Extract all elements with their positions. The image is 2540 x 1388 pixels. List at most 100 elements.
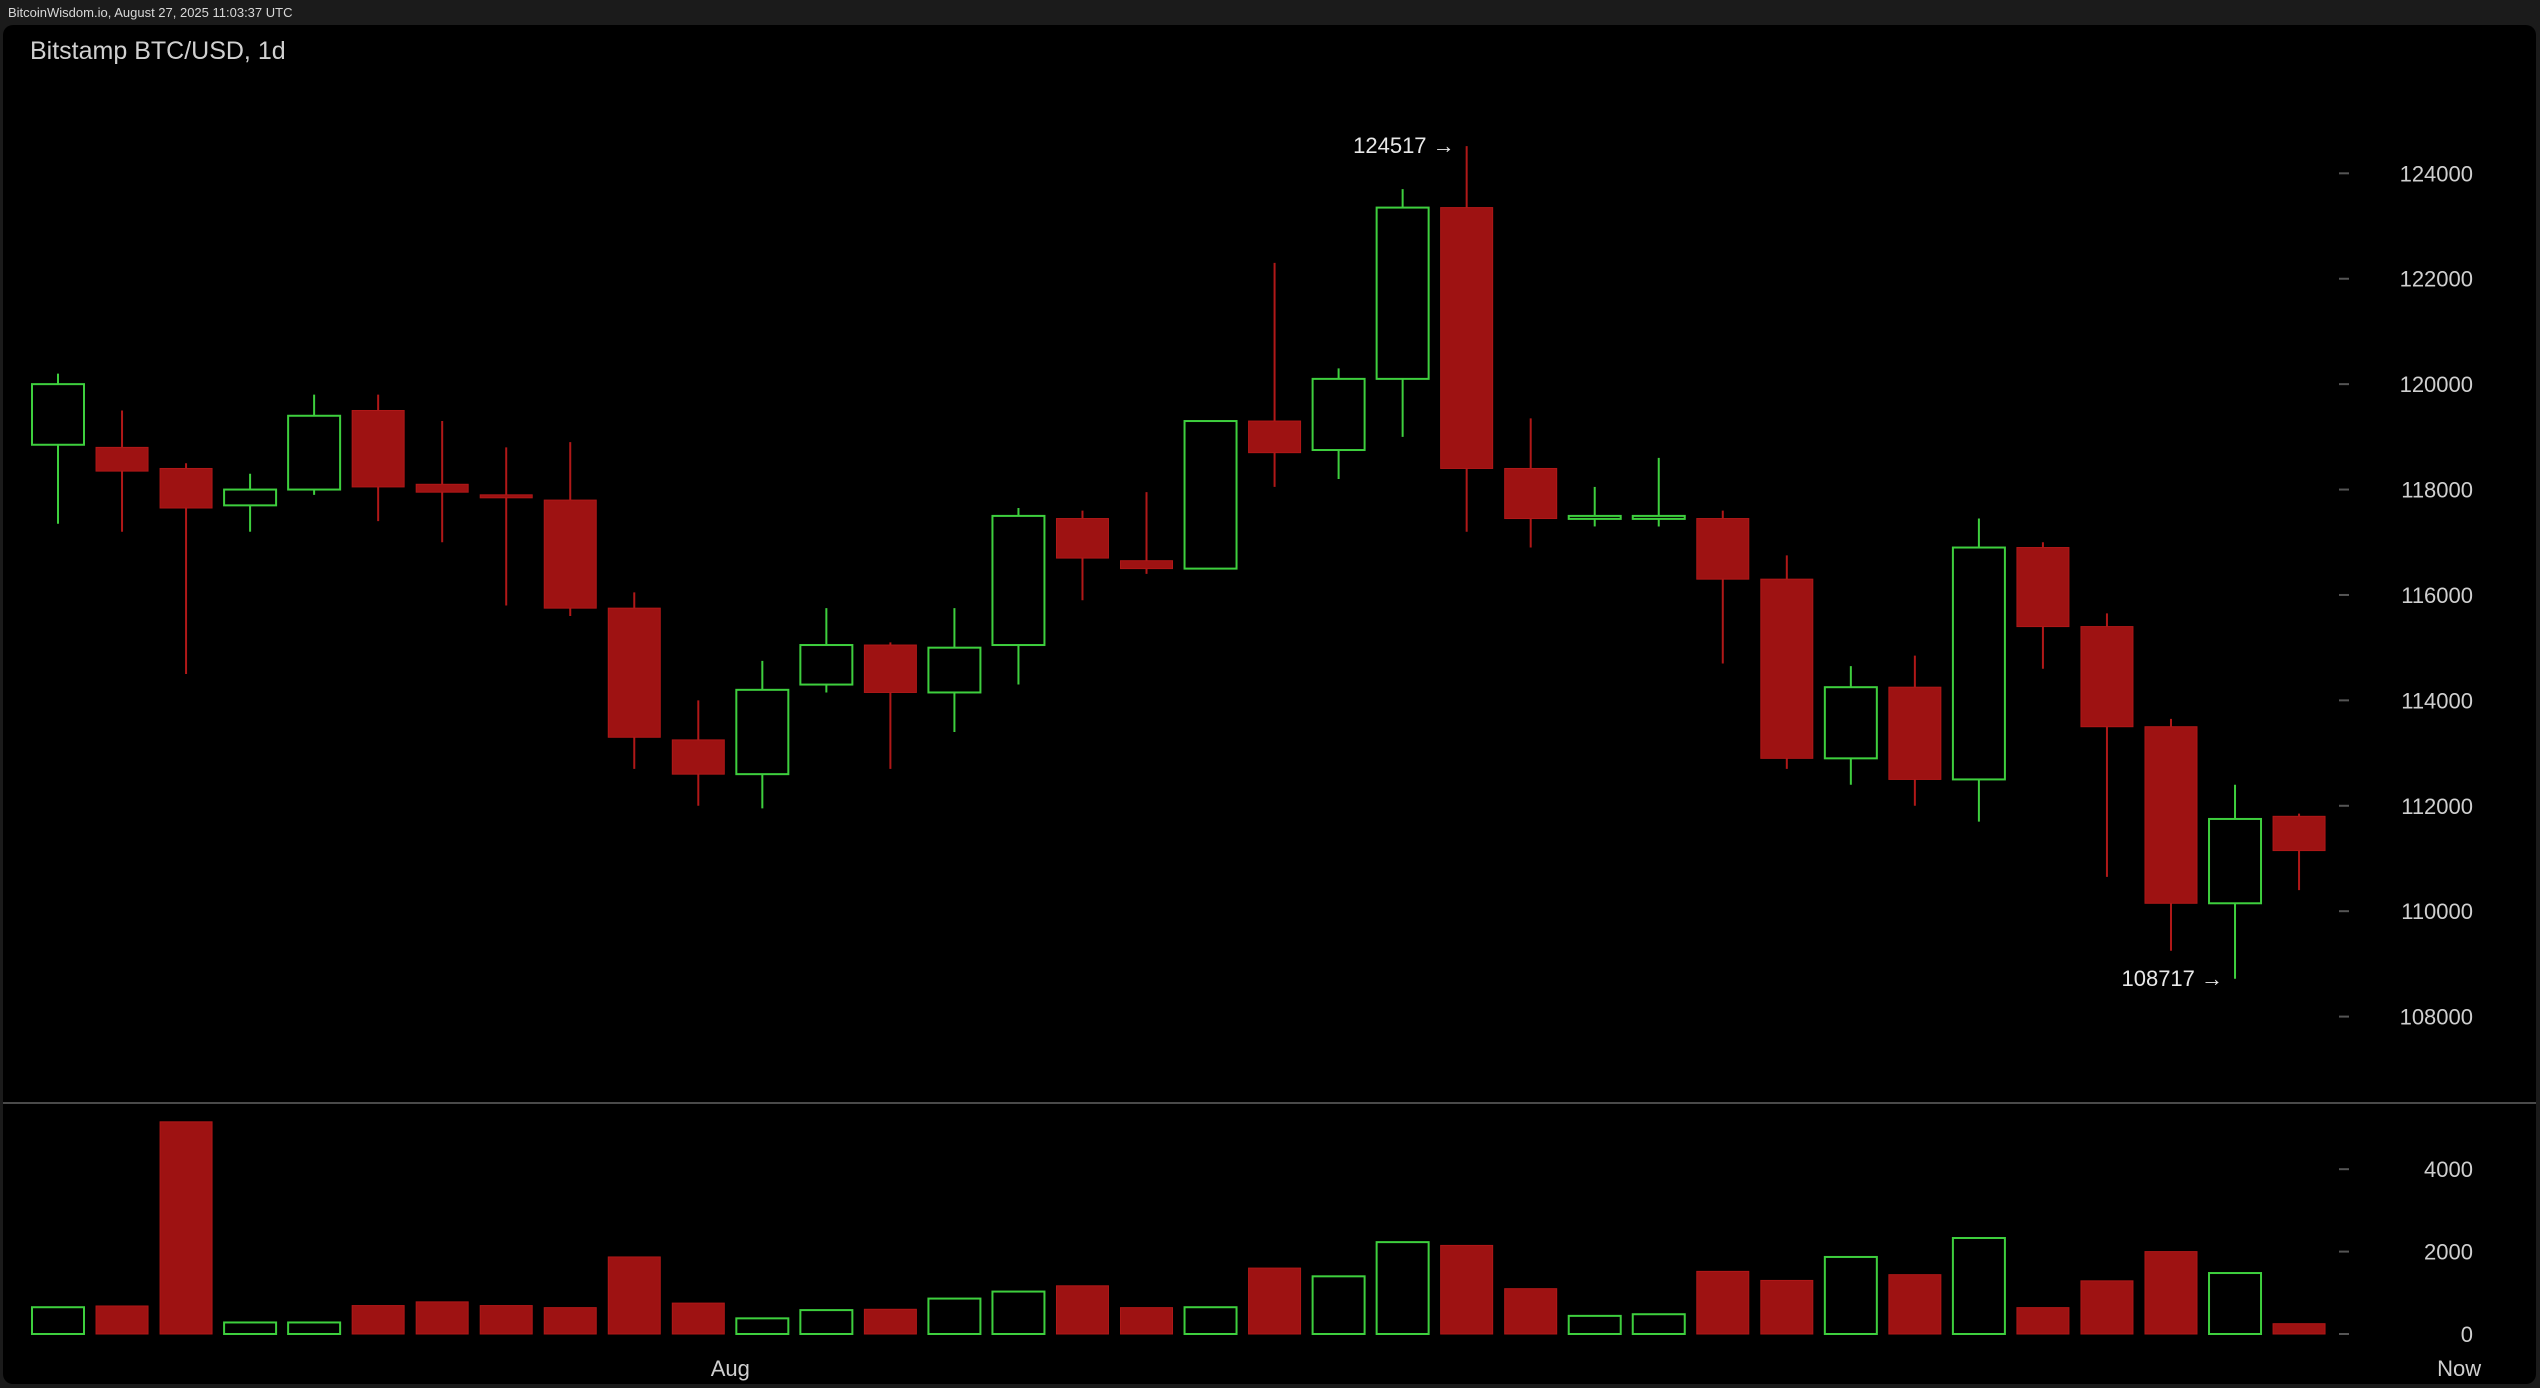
price-axis-label: 110000 xyxy=(2401,899,2473,924)
candle xyxy=(479,447,533,606)
volume-bar xyxy=(223,1321,278,1335)
candle xyxy=(1120,492,1174,574)
price-axis-label: 122000 xyxy=(2400,267,2473,292)
volume-bar xyxy=(95,1305,149,1335)
candle xyxy=(1951,518,2006,822)
volume-bar xyxy=(2272,1323,2326,1335)
candle-body xyxy=(2016,547,2070,628)
candles-layer xyxy=(31,146,2326,979)
price-axis-label: 108000 xyxy=(2400,1005,2473,1030)
x-axis: Aug Now xyxy=(711,1356,2482,1381)
volume-bar xyxy=(863,1308,917,1335)
volume-bar xyxy=(1951,1237,2006,1336)
volume-axis-label: 2000 xyxy=(2424,1240,2473,1265)
candle-body xyxy=(2208,817,2263,905)
candle-body xyxy=(95,446,149,472)
low-annotation: 108717 → xyxy=(2121,966,2223,991)
volume-bar xyxy=(927,1297,982,1335)
candle-body xyxy=(1504,467,1558,520)
candle-body xyxy=(223,488,278,507)
candle-body xyxy=(1375,206,1430,380)
candle xyxy=(671,700,725,806)
price-axis-label: 120000 xyxy=(2400,372,2473,397)
candle xyxy=(1311,368,1366,480)
candle-body xyxy=(1696,518,1750,580)
candle-body xyxy=(1120,560,1174,570)
candle xyxy=(2272,813,2326,891)
candle-body xyxy=(927,646,982,694)
volume-bar xyxy=(799,1309,854,1336)
volume-bar xyxy=(287,1321,342,1335)
candle-body xyxy=(991,514,1046,647)
candle xyxy=(799,608,854,693)
volume-bar xyxy=(1760,1279,1814,1335)
candle-body xyxy=(479,494,533,499)
volume-bar xyxy=(1631,1313,1686,1335)
price-axis-label: 114000 xyxy=(2401,688,2473,713)
volume-bar xyxy=(31,1306,85,1335)
candle-body xyxy=(671,739,725,775)
candle-body xyxy=(287,414,342,491)
candle-body xyxy=(1631,514,1686,520)
candle xyxy=(2080,613,2134,877)
annotations-layer: 124517 → 108717 → xyxy=(1353,133,2223,991)
chart-title: Bitstamp BTC/USD, 1d xyxy=(30,37,286,65)
candle xyxy=(735,660,790,809)
candle xyxy=(2144,718,2198,951)
volume-bar xyxy=(991,1290,1046,1335)
chart-canvas[interactable]: 108000 110000 112000 114000 116000 118000 1200… xyxy=(3,25,2536,1384)
candle-body xyxy=(735,688,790,776)
candle xyxy=(415,421,469,543)
volume-bar xyxy=(1248,1267,1302,1335)
candle-body xyxy=(1440,207,1494,469)
candle-body xyxy=(2272,815,2326,852)
candle xyxy=(223,473,278,532)
x-axis-label: Now xyxy=(2437,1356,2481,1381)
candle-body xyxy=(799,644,854,686)
volume-bar xyxy=(735,1317,790,1335)
candle xyxy=(159,463,213,675)
candle-body xyxy=(1823,686,1878,760)
candle xyxy=(1696,510,1750,664)
candle-body xyxy=(1183,420,1238,570)
x-axis-label: Aug xyxy=(711,1356,750,1381)
candle-body xyxy=(2080,626,2134,728)
volume-bar xyxy=(671,1302,725,1335)
volume-bar xyxy=(1504,1288,1558,1335)
candle xyxy=(607,592,661,769)
candle-body xyxy=(863,644,917,693)
volume-bar xyxy=(1375,1241,1430,1336)
candle xyxy=(2016,542,2070,669)
candle-body xyxy=(1055,518,1109,559)
candle xyxy=(1375,189,1430,437)
watermark-text: BitcoinWisdom.io, August 27, 2025 11:03:… xyxy=(8,5,293,20)
candle xyxy=(1760,555,1814,769)
candle-body xyxy=(31,383,85,446)
volume-bar xyxy=(1183,1306,1238,1335)
candle-body xyxy=(351,409,405,488)
volume-axis-label: 0 xyxy=(2461,1322,2473,1347)
volume-bar xyxy=(543,1307,597,1335)
candle-body xyxy=(1951,546,2006,781)
volume-bar xyxy=(2080,1280,2134,1335)
price-axis-label: 112000 xyxy=(2401,794,2473,819)
candle-body xyxy=(1311,377,1366,452)
candle xyxy=(1567,486,1622,527)
high-annotation: 124517 → xyxy=(1353,133,1455,158)
candle xyxy=(1888,655,1942,806)
candle xyxy=(1504,418,1558,548)
volume-axis: 0 2000 4000 xyxy=(2339,1157,2473,1347)
candle xyxy=(1055,510,1109,601)
volume-bar xyxy=(1120,1307,1174,1335)
volume-bar xyxy=(1888,1274,1942,1335)
volume-bar xyxy=(2016,1307,2070,1335)
volume-bar xyxy=(1055,1285,1109,1335)
volume-bar xyxy=(1696,1270,1750,1335)
volume-bar xyxy=(415,1301,469,1335)
candle-body xyxy=(415,483,469,493)
candle xyxy=(1248,262,1302,487)
candle-body xyxy=(543,499,597,609)
candle xyxy=(1440,146,1494,532)
volume-axis-label: 4000 xyxy=(2424,1157,2473,1182)
volume-bar xyxy=(1567,1314,1622,1335)
